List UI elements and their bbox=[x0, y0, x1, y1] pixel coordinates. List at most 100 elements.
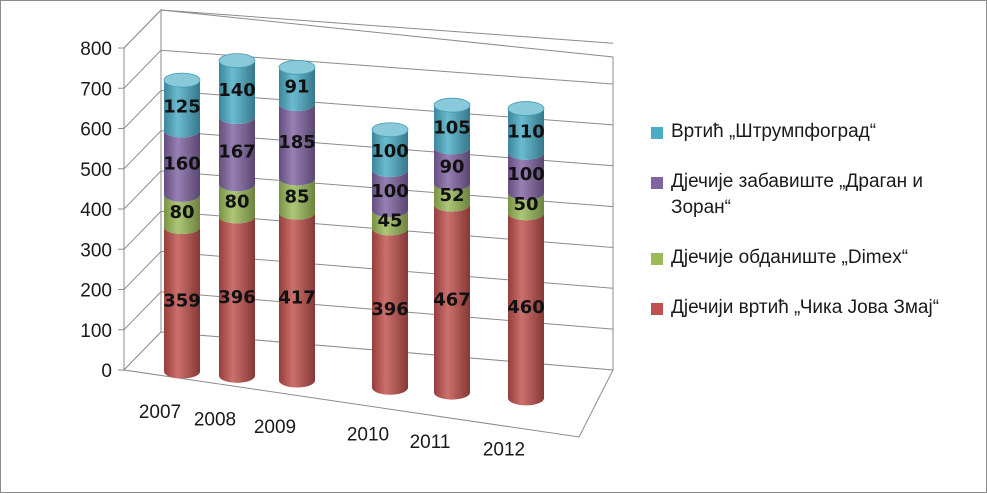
bar-segment bbox=[508, 213, 544, 406]
x-category-label: 2008 bbox=[194, 410, 236, 431]
bar-segment bbox=[219, 184, 255, 224]
y-tick-label: 100 bbox=[80, 321, 112, 342]
y-tick-label: 400 bbox=[80, 200, 112, 221]
bar-segment bbox=[372, 210, 408, 236]
legend-label: Вртић „Штрумпфоград“ bbox=[671, 121, 877, 142]
legend-item: Дјечији вртић „Чика Јова Змај“ bbox=[651, 295, 981, 321]
legend-label: Дјечији вртић „Чика Јова Змај“ bbox=[671, 297, 940, 318]
data-label: 80 bbox=[224, 191, 249, 212]
bar-segment bbox=[164, 80, 200, 138]
bar-group-2008: 396 80 167 140 bbox=[218, 53, 256, 383]
x-category-label: 2012 bbox=[483, 440, 525, 461]
gridline-side bbox=[123, 170, 162, 210]
x-category-label: 2011 bbox=[410, 432, 451, 453]
legend-label: Дјечије обданиште „Dimex“ bbox=[671, 247, 909, 268]
bar-segment bbox=[279, 67, 315, 111]
bar-segment bbox=[219, 60, 255, 125]
data-label: 45 bbox=[377, 210, 402, 231]
legend: Вртић „Штрумпфоград“ Дјечије забавиште „Д… bbox=[651, 119, 981, 345]
bar-segment bbox=[372, 228, 408, 395]
data-label: 125 bbox=[163, 96, 201, 117]
bar-segment bbox=[372, 169, 408, 218]
data-label: 90 bbox=[439, 157, 464, 178]
bar-segment bbox=[434, 147, 470, 191]
y-tick-label: 800 bbox=[80, 39, 112, 60]
bar-group-2009: 417 85 185 91 bbox=[278, 59, 316, 388]
data-label: 80 bbox=[169, 202, 194, 223]
bar-group-2010: 396 45 100 100 bbox=[371, 122, 409, 395]
legend-swatch bbox=[651, 127, 663, 139]
x-axis-categories: 2007 2008 2009 2010 2011 2012 bbox=[139, 402, 525, 461]
bar-group-2012: 460 50 100 110 bbox=[507, 101, 545, 406]
bar-segment bbox=[279, 178, 315, 220]
gridline-side bbox=[123, 90, 162, 129]
data-label: 185 bbox=[278, 132, 316, 153]
data-label: 52 bbox=[439, 185, 464, 206]
data-label: 50 bbox=[513, 194, 538, 215]
bar-segment bbox=[372, 129, 408, 177]
data-label: 396 bbox=[371, 299, 409, 320]
bar-top-cap bbox=[433, 97, 471, 113]
bar-top-cap bbox=[371, 122, 409, 138]
data-label: 91 bbox=[284, 77, 309, 98]
bar-segment bbox=[164, 130, 200, 202]
legend-item: Дјечије забавиште „Драган и Зоран“ bbox=[651, 169, 981, 221]
bar-top-cap bbox=[278, 59, 316, 75]
gridline-back bbox=[160, 9, 614, 44]
data-label: 167 bbox=[218, 142, 256, 163]
data-label: 160 bbox=[163, 154, 201, 175]
y-tick-label: 0 bbox=[101, 361, 112, 382]
bar-segment bbox=[164, 194, 200, 235]
bar-top-cap bbox=[163, 72, 201, 88]
bar-top-cap bbox=[507, 101, 545, 116]
y-tick-label: 200 bbox=[80, 281, 112, 302]
gridline-side bbox=[123, 130, 162, 170]
bar-segment bbox=[508, 193, 544, 221]
data-label: 460 bbox=[507, 297, 545, 318]
data-label: 100 bbox=[371, 181, 409, 202]
legend-swatch bbox=[651, 253, 663, 265]
y-axis-ticks: 0 100 200 300 400 500 600 700 800 bbox=[80, 39, 125, 382]
data-label: 467 bbox=[433, 290, 471, 311]
legend-label: Дјечије забавиште „Драган и Зоран“ bbox=[671, 171, 923, 218]
bar-group-2007: 359 80 160 125 bbox=[163, 72, 201, 379]
y-tick-label: 500 bbox=[80, 160, 112, 181]
x-category-label: 2010 bbox=[347, 425, 389, 446]
legend-swatch bbox=[651, 303, 663, 315]
chart-bars: 359 80 160 125 396 80 167 140 417 85 185 91 396 45 100… bbox=[163, 53, 545, 406]
data-label: 110 bbox=[507, 122, 545, 143]
bar-segment bbox=[508, 152, 544, 201]
bar-segment bbox=[219, 117, 255, 192]
bar-segment bbox=[164, 227, 200, 379]
gridline-side bbox=[123, 210, 162, 250]
data-label: 100 bbox=[371, 141, 409, 162]
y-tick-label: 600 bbox=[80, 120, 112, 141]
x-category-label: 2007 bbox=[139, 402, 181, 423]
data-label: 396 bbox=[218, 287, 256, 308]
bar-segment bbox=[508, 108, 544, 160]
bar-top-cap bbox=[218, 53, 256, 69]
data-label: 359 bbox=[163, 290, 201, 311]
data-label: 105 bbox=[433, 117, 471, 138]
legend-item: Вртић „Штрумпфоград“ bbox=[651, 119, 981, 145]
gridline-side bbox=[123, 9, 162, 49]
y-tick-label: 300 bbox=[80, 240, 112, 261]
bar-segment bbox=[434, 105, 470, 155]
gridline-side bbox=[123, 251, 162, 290]
bar-segment bbox=[219, 216, 255, 383]
bar-segment bbox=[434, 204, 470, 400]
legend-item: Дјечије обданиште „Dimex“ bbox=[651, 245, 981, 271]
bar-segment bbox=[434, 183, 470, 212]
bar-segment bbox=[279, 212, 315, 388]
data-label: 417 bbox=[278, 288, 316, 309]
data-label: 140 bbox=[218, 80, 256, 101]
gridline-side bbox=[123, 291, 162, 331]
gridline-side bbox=[123, 49, 162, 89]
legend-swatch bbox=[651, 177, 663, 189]
y-tick-label: 700 bbox=[80, 79, 112, 100]
bar-group-2011: 467 52 90 105 bbox=[433, 97, 471, 400]
data-label: 100 bbox=[507, 164, 545, 185]
x-category-label: 2009 bbox=[254, 417, 296, 438]
